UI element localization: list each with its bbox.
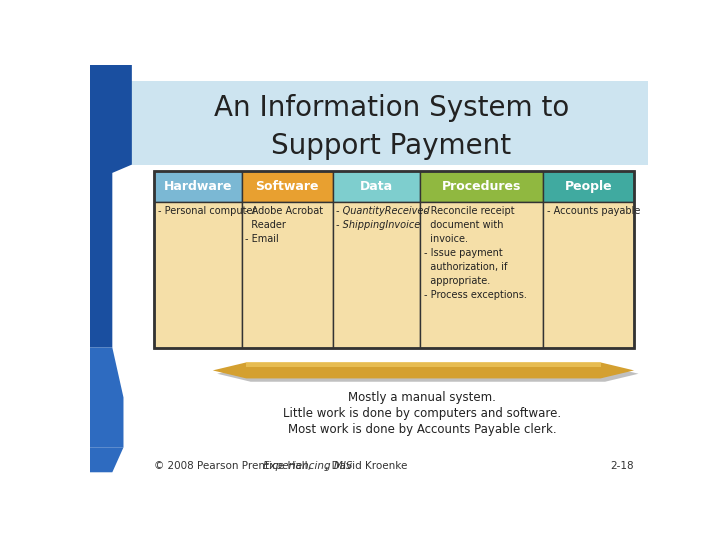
Bar: [154, 202, 242, 348]
Text: People: People: [565, 180, 613, 193]
Bar: [333, 171, 420, 202]
Polygon shape: [90, 65, 132, 348]
Text: - Personal computer: - Personal computer: [158, 206, 256, 216]
Bar: [333, 202, 420, 348]
Polygon shape: [213, 362, 634, 379]
Text: - Reconcile receipt
  document with
  invoice.
- Issue payment
  authorization, : - Reconcile receipt document with invoic…: [424, 206, 526, 300]
Text: Software: Software: [256, 180, 319, 193]
Polygon shape: [246, 362, 600, 367]
Bar: [154, 171, 242, 202]
Text: , David Kroenke: , David Kroenke: [325, 462, 408, 471]
Bar: [154, 171, 634, 348]
Text: - Adobe Acrobat
  Reader
- Email: - Adobe Acrobat Reader - Email: [246, 206, 323, 244]
Text: Mostly a manual system.: Mostly a manual system.: [348, 391, 496, 404]
Polygon shape: [90, 348, 124, 447]
Bar: [420, 202, 544, 348]
Bar: [242, 171, 333, 202]
Text: Procedures: Procedures: [442, 180, 521, 193]
Bar: [90, 82, 648, 165]
Bar: [242, 202, 333, 348]
Polygon shape: [90, 447, 124, 472]
Text: - QuantityReceived
- ShippingInvoice: - QuantityReceived - ShippingInvoice: [336, 206, 430, 230]
Text: Support Payment: Support Payment: [271, 132, 511, 160]
Text: © 2008 Pearson Prentice Hall,: © 2008 Pearson Prentice Hall,: [154, 462, 315, 471]
Text: Experiencing MIS: Experiencing MIS: [263, 462, 353, 471]
Bar: [544, 202, 634, 348]
Text: An Information System to: An Information System to: [214, 94, 569, 123]
Bar: [544, 171, 634, 202]
Text: 2-18: 2-18: [611, 462, 634, 471]
Text: Hardware: Hardware: [164, 180, 233, 193]
Bar: [420, 171, 544, 202]
Text: Little work is done by computers and software.: Little work is done by computers and sof…: [283, 407, 561, 420]
Text: Data: Data: [360, 180, 393, 193]
Polygon shape: [217, 366, 639, 382]
Text: Most work is done by Accounts Payable clerk.: Most work is done by Accounts Payable cl…: [288, 423, 557, 436]
Text: - Accounts payable: - Accounts payable: [546, 206, 640, 216]
Bar: [90, 165, 648, 481]
